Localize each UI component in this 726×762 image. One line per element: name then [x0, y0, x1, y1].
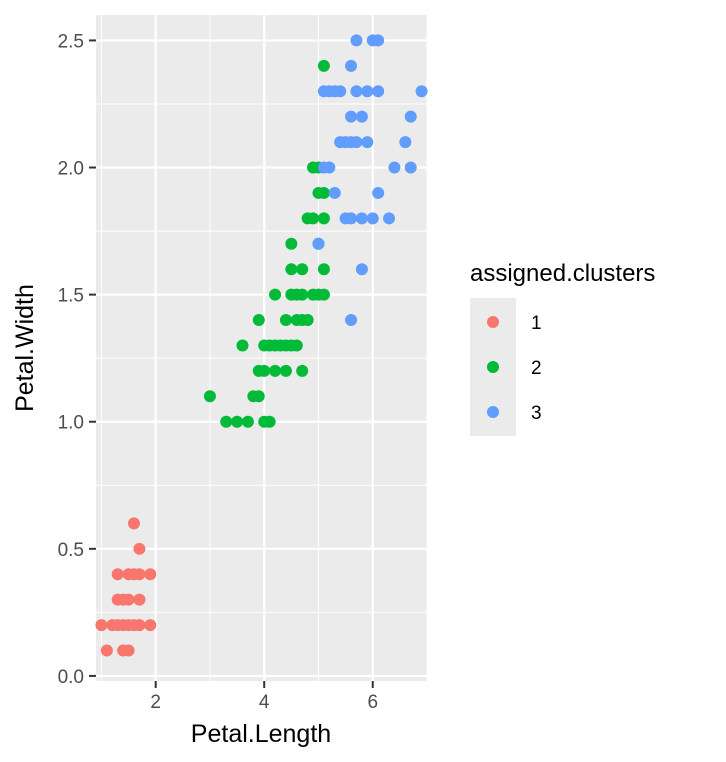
data-point-cluster-3 — [355, 110, 368, 123]
data-point-cluster-3 — [328, 186, 341, 199]
data-point-cluster-3 — [355, 263, 368, 276]
data-point-cluster-1 — [127, 517, 140, 530]
data-points — [95, 34, 428, 657]
data-point-cluster-1 — [144, 619, 157, 632]
data-point-cluster-2 — [296, 263, 309, 276]
data-point-cluster-2 — [279, 364, 292, 377]
data-point-cluster-1 — [133, 619, 146, 632]
data-point-cluster-3 — [399, 136, 412, 149]
data-point-cluster-2 — [236, 339, 249, 352]
data-point-cluster-3 — [323, 161, 336, 174]
data-point-cluster-2 — [296, 364, 309, 377]
data-point-cluster-2 — [285, 237, 298, 250]
legend-label-2: 2 — [531, 358, 542, 379]
data-point-cluster-1 — [133, 542, 146, 555]
data-point-cluster-3 — [366, 212, 379, 225]
y-axis: 0.0 0.5 1.0 1.5 2.0 2.5 — [58, 31, 96, 688]
x-axis: 2 4 6 — [150, 681, 378, 713]
data-point-cluster-2 — [220, 415, 233, 428]
y-tick-label: 1.0 — [58, 413, 84, 434]
data-point-cluster-3 — [372, 186, 385, 199]
data-point-cluster-2 — [252, 314, 265, 327]
legend-title: assigned.clusters — [470, 260, 655, 287]
data-point-cluster-2 — [296, 288, 309, 301]
data-point-cluster-3 — [334, 85, 347, 98]
data-point-cluster-2 — [317, 288, 330, 301]
y-tick-label: 1.5 — [58, 286, 84, 307]
data-point-cluster-2 — [258, 364, 271, 377]
data-point-cluster-3 — [350, 34, 363, 47]
data-point-cluster-3 — [312, 237, 325, 250]
data-point-cluster-2 — [317, 59, 330, 72]
data-point-cluster-3 — [404, 161, 417, 174]
data-point-cluster-3 — [383, 212, 396, 225]
y-tick-label: 0.5 — [58, 540, 84, 561]
x-tick-label: 2 — [150, 692, 161, 713]
legend-key-2 — [487, 361, 499, 373]
y-axis-title: Petal.Width — [11, 284, 39, 412]
data-point-cluster-1 — [95, 619, 108, 632]
data-point-cluster-3 — [361, 85, 374, 98]
x-tick-label: 6 — [367, 692, 378, 713]
x-tick-label: 4 — [259, 692, 270, 713]
data-point-cluster-3 — [372, 34, 385, 47]
data-point-cluster-3 — [372, 85, 385, 98]
y-tick-label: 2.0 — [58, 159, 84, 180]
data-point-cluster-2 — [317, 212, 330, 225]
data-point-cluster-2 — [317, 186, 330, 199]
data-point-cluster-3 — [361, 136, 374, 149]
y-tick-label: 2.5 — [58, 31, 84, 52]
x-axis-title: Petal.Length — [191, 720, 331, 748]
data-point-cluster-3 — [350, 136, 363, 149]
legend-key-1 — [487, 316, 499, 328]
data-point-cluster-2 — [263, 415, 276, 428]
data-point-cluster-3 — [355, 212, 368, 225]
data-point-cluster-2 — [269, 288, 282, 301]
data-point-cluster-2 — [285, 263, 298, 276]
legend-label-3: 3 — [531, 403, 542, 424]
legend-key-3 — [487, 406, 499, 418]
data-point-cluster-2 — [241, 415, 254, 428]
data-point-cluster-1 — [122, 593, 135, 606]
data-point-cluster-3 — [345, 212, 358, 225]
data-point-cluster-2 — [317, 263, 330, 276]
data-point-cluster-2 — [301, 314, 314, 327]
data-point-cluster-1 — [111, 568, 124, 581]
data-point-cluster-3 — [345, 314, 358, 327]
data-point-cluster-2 — [203, 390, 216, 403]
data-point-cluster-1 — [144, 568, 157, 581]
data-point-cluster-2 — [252, 390, 265, 403]
legend-label-1: 1 — [531, 313, 542, 334]
data-point-cluster-1 — [122, 644, 135, 657]
data-point-cluster-1 — [133, 568, 146, 581]
y-tick-label: 0.0 — [58, 667, 84, 688]
legend: assigned.clusters 1 2 3 — [470, 260, 655, 436]
data-point-cluster-3 — [345, 110, 358, 123]
data-point-cluster-2 — [279, 314, 292, 327]
data-point-cluster-2 — [231, 415, 244, 428]
data-point-cluster-3 — [350, 85, 363, 98]
data-point-cluster-3 — [404, 110, 417, 123]
data-point-cluster-2 — [269, 364, 282, 377]
data-point-cluster-2 — [290, 339, 303, 352]
data-point-cluster-2 — [307, 212, 320, 225]
data-point-cluster-3 — [345, 59, 358, 72]
data-point-cluster-1 — [133, 593, 146, 606]
data-point-cluster-3 — [415, 85, 428, 98]
data-point-cluster-1 — [100, 644, 113, 657]
data-point-cluster-3 — [388, 161, 401, 174]
